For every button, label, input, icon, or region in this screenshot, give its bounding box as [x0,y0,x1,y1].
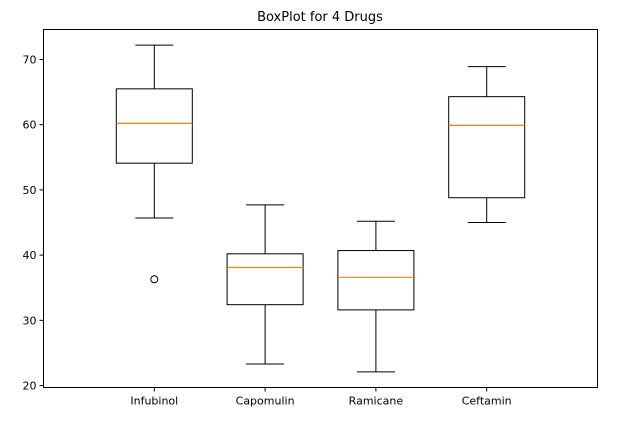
y-tick-label: 30 [23,314,37,327]
x-tick-label: Capomulin [236,395,295,408]
box-iqr [226,253,304,306]
y-axis: 20 30 40 50 60 70 [23,53,44,393]
box-iqr [448,96,526,199]
outlier-point [150,275,159,284]
x-tick-label: Ceftamin [462,395,512,408]
x-tick-label: Infubinol [130,395,178,408]
box-iqr [115,88,193,164]
chart-title: BoxPlot for 4 Drugs [257,10,383,25]
box-group-ceftamin [448,66,526,224]
x-tick-label: Ramicane [349,395,404,408]
box-iqr [337,250,415,311]
y-tick-label: 20 [23,380,37,393]
y-tick-label: 70 [23,53,37,66]
box-group-infubinol [115,44,193,284]
y-tick-label: 60 [23,119,37,132]
y-tick-label: 40 [23,249,37,262]
box-group-capomulin [226,204,304,365]
box-series [115,44,526,373]
x-axis: Infubinol Capomulin Ramicane Ceftamin [130,387,512,408]
box-group-ramicane [337,220,415,373]
plot-frame [43,29,598,388]
y-tick-label: 50 [23,184,37,197]
